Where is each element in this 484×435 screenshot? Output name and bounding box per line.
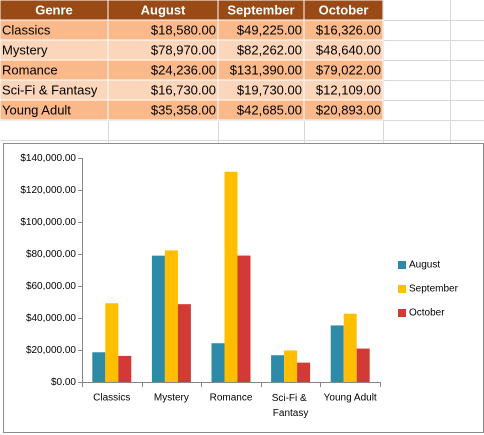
bar xyxy=(330,325,344,382)
cell-text: $35,358.00 xyxy=(151,102,216,117)
x-tick-label: Sci-Fi & Fantasy xyxy=(272,393,310,419)
bar xyxy=(224,171,238,382)
bar xyxy=(343,313,357,382)
legend-label: September xyxy=(409,284,459,295)
cell-text: $131,390.00 xyxy=(230,62,302,77)
header-text: September xyxy=(227,2,294,17)
bar xyxy=(237,255,251,382)
bar xyxy=(356,348,370,382)
cell-text: $79,022.00 xyxy=(316,62,381,77)
header-text: Genre xyxy=(35,2,73,17)
bar xyxy=(164,250,178,382)
header-text: August xyxy=(141,2,186,17)
cell-text: Romance xyxy=(2,62,58,77)
cell-text: $19,730.00 xyxy=(237,82,302,97)
y-tick-label: $40,000.00 xyxy=(26,313,76,324)
bar xyxy=(284,350,298,382)
chart: $0.00 $20,000.00 $40,000.00 $60,000.00 $80,0… xyxy=(20,153,458,419)
bar xyxy=(105,303,119,382)
bar xyxy=(92,352,106,382)
bar xyxy=(118,355,132,382)
cell-text: $16,730.00 xyxy=(151,82,216,97)
legend-label: October xyxy=(409,308,445,319)
cell-text: Classics xyxy=(2,22,51,37)
x-tick-label: Young Adult xyxy=(324,393,377,404)
y-tick-label: $140,000.00 xyxy=(20,153,76,164)
legend-swatch xyxy=(398,309,406,317)
cell-text: $42,685.00 xyxy=(237,102,302,117)
cell-text: $16,326.00 xyxy=(316,22,381,37)
y-tick-label: $100,000.00 xyxy=(20,217,76,228)
bar xyxy=(151,255,165,382)
y-tick-label: $20,000.00 xyxy=(26,345,76,356)
bar xyxy=(211,343,225,382)
legend-swatch xyxy=(398,285,406,293)
x-tick-label: Romance xyxy=(210,393,253,404)
cell-text: $48,640.00 xyxy=(316,42,381,57)
x-tick-label: Mystery xyxy=(154,393,189,404)
bar xyxy=(271,355,285,382)
y-tick-label: $120,000.00 xyxy=(20,185,76,196)
cell-text: $78,970.00 xyxy=(151,42,216,57)
x-tick-label: Classics xyxy=(93,393,130,404)
bar xyxy=(177,304,191,382)
legend-swatch xyxy=(398,261,406,269)
cell-text: $49,225.00 xyxy=(237,22,302,37)
y-tick-label: $60,000.00 xyxy=(26,281,76,292)
table-cell xyxy=(303,99,384,121)
cell-text: Young Adult xyxy=(2,102,71,117)
y-tick-label: $0.00 xyxy=(51,377,76,388)
cell-text: $24,236.00 xyxy=(151,62,216,77)
y-tick-label: $80,000.00 xyxy=(26,249,76,260)
data-table: Genre August September October Classics $18,5… xyxy=(0,0,384,121)
cell-text: $12,109.00 xyxy=(316,82,381,97)
cell-text: $20,893.00 xyxy=(316,102,381,117)
bar xyxy=(297,362,311,382)
legend-label: August xyxy=(409,260,440,271)
cell-text: $18,580.00 xyxy=(151,22,216,37)
cell-text: $82,262.00 xyxy=(237,42,302,57)
cell-text: Sci-Fi & Fantasy xyxy=(2,82,98,97)
header-text: October xyxy=(319,2,369,17)
cell-text: Mystery xyxy=(2,42,48,57)
